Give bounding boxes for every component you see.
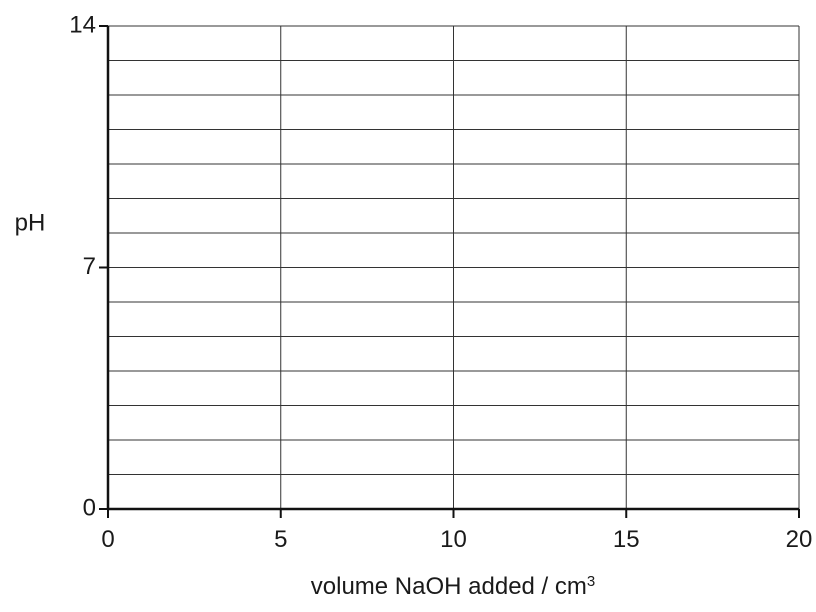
x-axis-label-superscript: 3 — [587, 573, 595, 590]
grid-lines — [108, 25, 800, 509]
x-axis-label-text: volume NaOH added / cm — [311, 573, 587, 600]
x-tick-label: 0 — [101, 526, 114, 553]
x-tick-label: 10 — [440, 526, 467, 553]
y-axis-label: pH — [15, 209, 46, 236]
y-tick-label: 14 — [69, 11, 96, 38]
y-tick-label: 0 — [83, 494, 96, 521]
tick-labels: 0 7 14 0 5 10 15 20 — [69, 11, 812, 553]
x-tick-label: 5 — [274, 526, 287, 553]
y-tick-label: 7 — [83, 253, 96, 280]
axis-ticks — [99, 25, 800, 518]
x-tick-label: 20 — [786, 526, 813, 553]
x-tick-label: 15 — [613, 526, 640, 553]
x-axis-label: volume NaOH added / cm3 — [311, 573, 595, 601]
